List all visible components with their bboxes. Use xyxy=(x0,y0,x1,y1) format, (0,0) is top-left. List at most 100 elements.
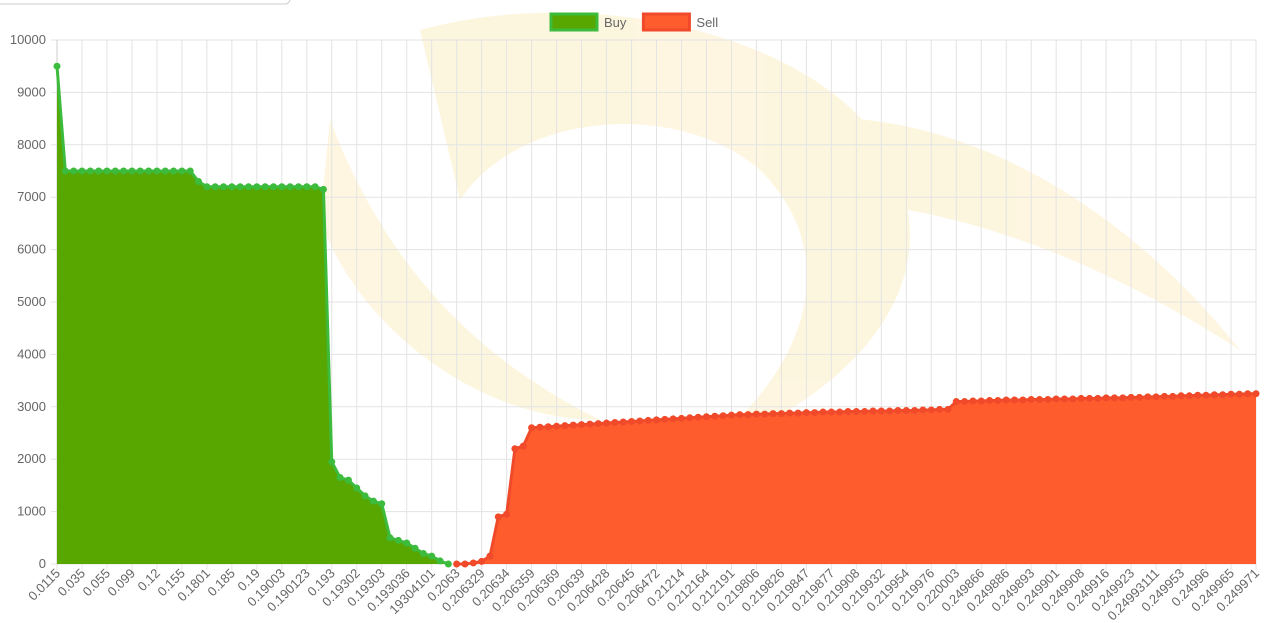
data-point xyxy=(1252,390,1260,398)
data-point xyxy=(686,414,694,422)
data-point xyxy=(428,552,436,560)
data-point xyxy=(519,442,527,450)
data-point xyxy=(503,510,511,518)
data-point xyxy=(927,406,935,414)
y-tick-label: 4000 xyxy=(17,346,46,361)
data-point xyxy=(236,183,244,191)
legend-label: Buy xyxy=(604,15,627,30)
data-point xyxy=(261,183,269,191)
data-point xyxy=(294,183,302,191)
y-tick-label: 3000 xyxy=(17,399,46,414)
data-point xyxy=(269,183,277,191)
data-point xyxy=(628,417,636,425)
data-point xyxy=(836,408,844,416)
data-point xyxy=(336,474,344,482)
data-point xyxy=(1235,390,1243,398)
data-point xyxy=(1036,395,1044,403)
data-point xyxy=(478,557,486,565)
data-point xyxy=(53,62,61,70)
data-point xyxy=(877,407,885,415)
data-point xyxy=(911,406,919,414)
data-point xyxy=(969,397,977,405)
data-point xyxy=(944,405,952,413)
data-point xyxy=(1244,390,1252,398)
data-point xyxy=(719,412,727,420)
data-point xyxy=(1202,391,1210,399)
data-point xyxy=(811,409,819,417)
data-point xyxy=(844,408,852,416)
data-point xyxy=(378,500,386,508)
y-tick-label: 6000 xyxy=(17,242,46,257)
data-point xyxy=(827,408,835,416)
data-point xyxy=(1119,394,1127,402)
legend-swatch xyxy=(549,12,599,32)
data-point xyxy=(761,410,769,418)
grid: 0 1000 2000 3000 4000 5000 6000 7000 8000 9000 100… xyxy=(10,32,1262,623)
data-point xyxy=(961,398,969,406)
data-point xyxy=(594,420,602,428)
data-point xyxy=(1027,395,1035,403)
legend: Buy Sell xyxy=(549,12,718,32)
search-input[interactable] xyxy=(0,0,291,5)
data-point xyxy=(952,398,960,406)
data-point xyxy=(411,544,419,552)
data-point xyxy=(561,422,569,430)
data-point xyxy=(1127,393,1135,401)
data-point xyxy=(386,534,394,542)
data-point xyxy=(644,416,652,424)
data-point xyxy=(977,397,985,405)
data-point xyxy=(544,423,552,431)
data-point xyxy=(245,183,253,191)
data-point xyxy=(1019,396,1027,404)
data-point xyxy=(694,413,702,421)
data-point xyxy=(1185,392,1193,400)
data-point xyxy=(1052,395,1060,403)
data-point xyxy=(1002,396,1010,404)
data-point xyxy=(1069,395,1077,403)
data-point xyxy=(861,408,869,416)
data-point xyxy=(786,409,794,417)
data-point xyxy=(1227,390,1235,398)
data-point xyxy=(120,167,128,175)
data-point xyxy=(736,411,744,419)
data-point xyxy=(70,167,78,175)
data-point xyxy=(636,417,644,425)
data-point xyxy=(344,476,352,484)
data-point xyxy=(744,411,752,419)
data-point xyxy=(852,408,860,416)
data-point xyxy=(328,458,336,466)
data-point xyxy=(278,183,286,191)
data-point xyxy=(469,559,477,567)
data-point xyxy=(511,445,519,453)
data-point xyxy=(403,539,411,547)
data-point xyxy=(186,167,194,175)
data-point xyxy=(1085,394,1093,402)
x-tick-label: 0.099 xyxy=(104,566,138,600)
data-point xyxy=(677,414,685,422)
data-point xyxy=(586,420,594,428)
data-point xyxy=(103,167,111,175)
data-point xyxy=(653,416,660,424)
data-point xyxy=(494,513,502,521)
plot-area xyxy=(53,62,1260,568)
data-point xyxy=(994,397,1002,405)
data-point xyxy=(61,167,69,175)
data-point xyxy=(228,183,236,191)
data-point xyxy=(1194,391,1202,399)
data-point xyxy=(794,409,802,417)
legend-swatch xyxy=(641,12,691,32)
data-point xyxy=(1177,392,1185,400)
data-point xyxy=(702,413,710,421)
y-tick-label: 10000 xyxy=(10,32,46,47)
data-point xyxy=(1152,393,1160,401)
y-tick-label: 0 xyxy=(39,556,46,571)
data-point xyxy=(486,552,494,560)
data-point xyxy=(727,411,735,419)
data-point xyxy=(1169,392,1177,400)
data-point xyxy=(1102,394,1110,402)
data-point xyxy=(669,415,677,423)
data-point xyxy=(819,408,827,416)
data-point xyxy=(136,167,144,175)
data-point xyxy=(1210,391,1218,399)
data-point xyxy=(528,424,536,432)
